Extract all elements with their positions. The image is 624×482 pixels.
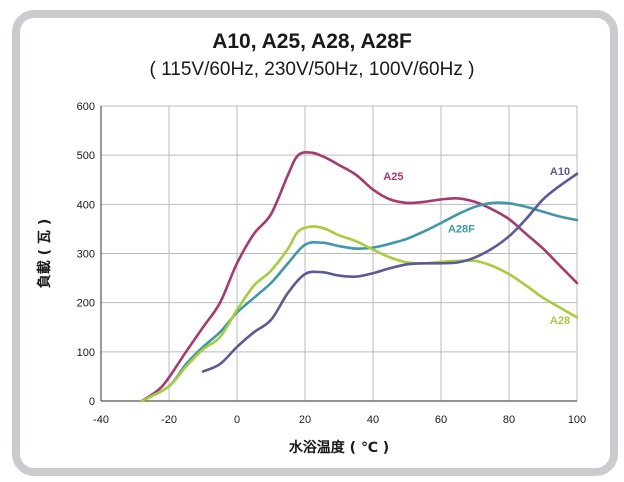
- y-tick-label: 600: [77, 101, 95, 113]
- chart-title: A10, A25, A28, A28F: [212, 30, 412, 53]
- y-tick-label: 500: [77, 150, 95, 162]
- tick-labels: 0 100 200 300 400 500 600 -40 -20 0 20 40 60 80 100: [77, 101, 587, 426]
- series-line-a10: [201, 172, 579, 373]
- x-tick-label: 20: [299, 414, 311, 426]
- series-label-a28f: A28F: [448, 223, 475, 235]
- y-tick-label: 200: [77, 298, 95, 310]
- series-line-a25: [140, 151, 579, 403]
- series-label-a25: A25: [383, 171, 403, 183]
- x-tick-label: 80: [503, 414, 515, 426]
- y-tick-label: 300: [77, 249, 95, 261]
- gridlines: [100, 105, 578, 402]
- y-tick-label: 400: [77, 199, 95, 211]
- x-tick-label: -20: [161, 414, 177, 426]
- x-tick-label: -40: [93, 414, 109, 426]
- y-tick-label: 100: [77, 347, 95, 359]
- series-labels: A25 A28F A28 A10: [383, 166, 570, 327]
- y-axis-label: 負載 ( 瓦 ): [36, 219, 53, 288]
- chart-subtitle: ( 115V/60Hz, 230V/50Hz, 100V/60Hz ): [149, 59, 475, 80]
- x-tick-label: 40: [367, 414, 379, 426]
- x-tick-label: 60: [435, 414, 447, 426]
- series-lines: [140, 151, 579, 403]
- x-tick-label: 0: [234, 414, 240, 426]
- series-line-a28: [140, 225, 579, 403]
- series-label-a28: A28: [550, 315, 570, 327]
- x-axis-label: 水浴温度 ( ℃ ): [289, 439, 389, 456]
- series-label-a10: A10: [550, 166, 570, 178]
- series-line-a28f: [140, 201, 579, 403]
- y-tick-label: 0: [89, 396, 95, 408]
- x-tick-label: 100: [568, 414, 586, 426]
